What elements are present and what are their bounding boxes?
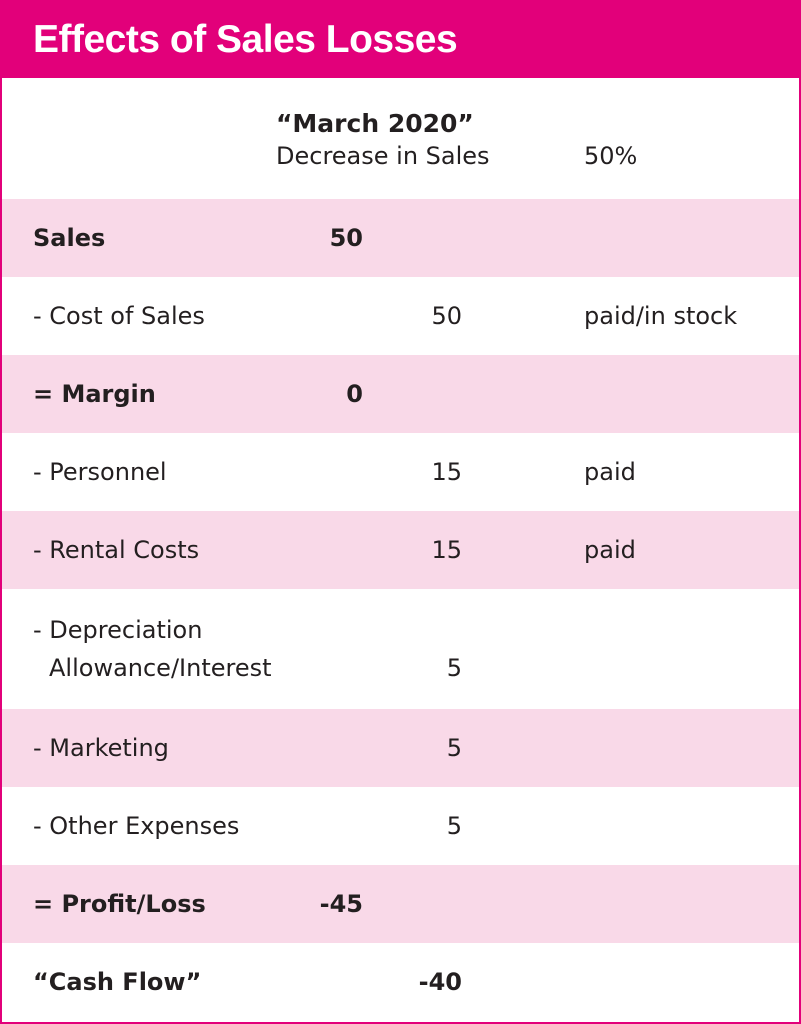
row-label: - Rental Costs <box>33 536 200 564</box>
table-row-marketing: - Marketing 5 <box>2 709 799 787</box>
row-value: 15 <box>431 536 462 564</box>
table-row-profit-loss: = Profit/Loss -45 <box>2 865 799 943</box>
row-label: - Depreciation Allowance/Interest <box>33 611 272 687</box>
table-row-cash-flow: “Cash Flow” -40 <box>2 943 799 1019</box>
table-row-depreciation: - Depreciation Allowance/Interest 5 <box>2 589 799 709</box>
row-note: paid/in stock <box>584 302 738 330</box>
row-label-line-1: - Depreciation <box>33 616 203 644</box>
row-label: = Profit/Loss <box>33 890 206 918</box>
row-note: paid <box>584 536 636 564</box>
row-value: 5 <box>446 734 462 762</box>
table-row-personnel: - Personnel 15 paid <box>2 433 799 511</box>
row-label: “Cash Flow” <box>33 968 202 996</box>
scenario-value: 50% <box>584 142 638 170</box>
column-header: “March 2020” Decrease in Sales 50% <box>2 78 799 199</box>
row-label-line-2: Allowance/Interest <box>49 654 272 682</box>
row-value: 5 <box>446 812 462 840</box>
row-label: - Marketing <box>33 734 169 762</box>
row-value: 0 <box>346 380 363 408</box>
row-label: - Cost of Sales <box>33 302 205 330</box>
title-bar: Effects of Sales Losses <box>2 2 799 78</box>
row-note: paid <box>584 458 636 486</box>
row-label: - Personnel <box>33 458 167 486</box>
table-row-sales: Sales 50 <box>2 199 799 277</box>
row-label: - Other Expenses <box>33 812 240 840</box>
row-label: Sales <box>33 224 106 252</box>
table-body: Sales 50 - Cost of Sales 50 paid/in stoc… <box>2 199 799 1019</box>
row-value: 50 <box>431 302 462 330</box>
table-title: Effects of Sales Losses <box>33 18 458 61</box>
scenario-label: Decrease in Sales <box>276 142 490 170</box>
table-row-cost-of-sales: - Cost of Sales 50 paid/in stock <box>2 277 799 355</box>
period-label: “March 2020” <box>276 109 474 138</box>
row-label: = Margin <box>33 380 156 408</box>
row-value: -45 <box>319 890 363 918</box>
row-value: 50 <box>329 224 363 252</box>
table-row-rental-costs: - Rental Costs 15 paid <box>2 511 799 589</box>
row-value: -40 <box>418 968 462 996</box>
row-value: 15 <box>431 458 462 486</box>
row-value: 5 <box>446 654 462 682</box>
table-row-margin: = Margin 0 <box>2 355 799 433</box>
table-row-other-expenses: - Other Expenses 5 <box>2 787 799 865</box>
